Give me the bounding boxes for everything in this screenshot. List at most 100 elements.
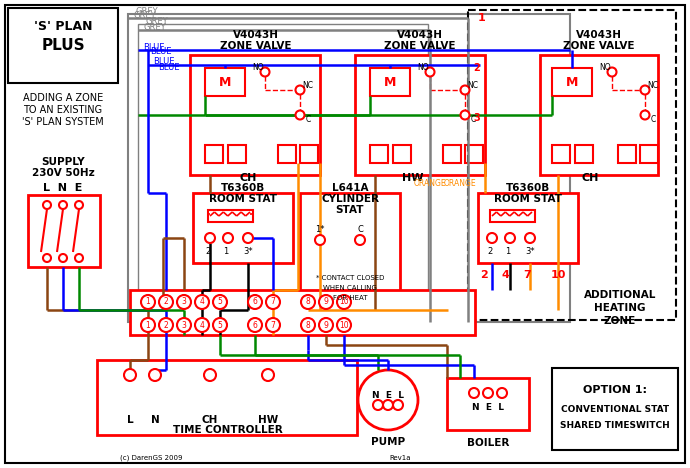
Text: 230V 50Hz: 230V 50Hz (32, 168, 95, 178)
Text: STAT: STAT (336, 205, 364, 215)
Circle shape (426, 67, 435, 76)
Text: 6: 6 (253, 321, 257, 329)
Circle shape (469, 388, 479, 398)
Text: 9: 9 (324, 298, 328, 307)
Text: C: C (471, 116, 475, 124)
Circle shape (337, 318, 351, 332)
Circle shape (213, 318, 227, 332)
Bar (478, 193, 578, 263)
Text: 2: 2 (164, 321, 168, 329)
Text: PLUS: PLUS (41, 37, 85, 52)
Bar (97, 360, 357, 435)
Text: OPTION 1:: OPTION 1: (583, 385, 647, 395)
Text: 1: 1 (224, 247, 228, 256)
Circle shape (141, 295, 155, 309)
Circle shape (607, 67, 616, 76)
Text: N  E  L: N E L (472, 403, 504, 412)
Text: NO: NO (252, 63, 264, 72)
Bar (552, 145, 570, 163)
Text: GREY: GREY (145, 17, 168, 27)
Circle shape (383, 400, 393, 410)
Text: SHARED TIMESWITCH: SHARED TIMESWITCH (560, 421, 670, 430)
Circle shape (315, 235, 325, 245)
Bar (28, 195, 100, 267)
Bar (138, 24, 428, 299)
Text: 7: 7 (270, 298, 275, 307)
Text: 1: 1 (478, 13, 486, 23)
Circle shape (319, 318, 333, 332)
Circle shape (195, 318, 209, 332)
Circle shape (59, 201, 67, 209)
Circle shape (248, 295, 262, 309)
Bar (618, 145, 636, 163)
Bar (490, 210, 535, 222)
Text: T6360B: T6360B (506, 183, 550, 193)
Text: N  E  L: N E L (372, 390, 404, 400)
Bar (393, 145, 411, 163)
Circle shape (373, 400, 383, 410)
Bar (540, 55, 658, 175)
Bar (398, 393, 413, 409)
Text: 10: 10 (339, 321, 349, 329)
Circle shape (205, 233, 215, 243)
Bar (300, 193, 400, 303)
Circle shape (266, 295, 280, 309)
Text: C: C (357, 226, 363, 234)
Text: BLUE: BLUE (150, 47, 172, 57)
Text: 'S' PLAN: 'S' PLAN (34, 21, 92, 34)
Text: C: C (306, 116, 310, 124)
Text: ORANGE: ORANGE (414, 178, 446, 188)
Circle shape (295, 86, 304, 95)
Text: 2: 2 (487, 247, 493, 256)
Circle shape (497, 388, 507, 398)
Text: 4: 4 (501, 270, 509, 280)
Circle shape (213, 295, 227, 309)
Circle shape (640, 86, 649, 95)
Circle shape (59, 254, 67, 262)
Text: 2: 2 (164, 298, 168, 307)
Text: ROOM STAT: ROOM STAT (494, 194, 562, 204)
Text: 3: 3 (181, 321, 186, 329)
Text: * CONTACT CLOSED: * CONTACT CLOSED (316, 275, 384, 281)
Text: T6360B: T6360B (221, 183, 265, 193)
Circle shape (177, 318, 191, 332)
Bar (130, 290, 475, 335)
Text: 5: 5 (217, 298, 222, 307)
Circle shape (640, 110, 649, 119)
Text: 2: 2 (473, 63, 480, 73)
Text: 2: 2 (206, 247, 210, 256)
Text: 3*: 3* (243, 247, 253, 256)
Text: PUMP: PUMP (371, 437, 405, 447)
Circle shape (266, 318, 280, 332)
Circle shape (195, 295, 209, 309)
Circle shape (301, 295, 315, 309)
Text: ZONE: ZONE (604, 316, 636, 326)
Bar (443, 145, 461, 163)
Text: BLUE: BLUE (158, 64, 179, 73)
Text: NC: NC (468, 80, 478, 89)
Bar (8, 8, 118, 83)
Bar (465, 145, 483, 163)
Text: 10: 10 (551, 270, 566, 280)
Circle shape (248, 318, 262, 332)
Text: HW: HW (258, 415, 278, 425)
Text: L: L (127, 415, 133, 425)
Circle shape (43, 254, 51, 262)
Text: (c) DarenGS 2009: (c) DarenGS 2009 (120, 455, 182, 461)
Text: 7: 7 (523, 270, 531, 280)
Text: CONVENTIONAL STAT: CONVENTIONAL STAT (561, 405, 669, 415)
Circle shape (337, 295, 351, 309)
Text: GREY: GREY (143, 22, 166, 31)
Text: 1*: 1* (315, 226, 325, 234)
Text: 1: 1 (146, 298, 150, 307)
Circle shape (393, 400, 403, 410)
Text: CYLINDER: CYLINDER (321, 194, 379, 204)
Bar (228, 145, 246, 163)
Text: 8: 8 (306, 321, 310, 329)
Text: CH: CH (201, 415, 218, 425)
Text: BLUE: BLUE (143, 43, 164, 51)
Circle shape (319, 295, 333, 309)
Bar (278, 145, 296, 163)
Text: Rev1a: Rev1a (389, 455, 411, 461)
Bar (355, 55, 485, 175)
